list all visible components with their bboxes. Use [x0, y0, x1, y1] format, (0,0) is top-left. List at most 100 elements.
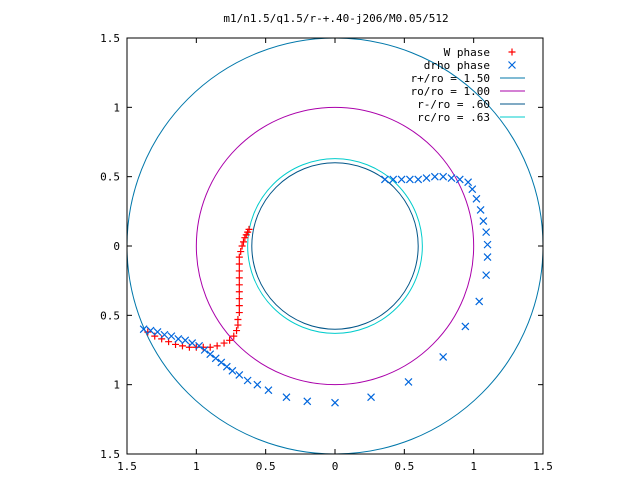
- cross-point-0: [139, 325, 148, 334]
- cross-point-30: [482, 228, 491, 237]
- cross-point-15: [235, 371, 244, 379]
- plus-point-25: [192, 343, 200, 351]
- y-tick-label: 0: [113, 240, 120, 253]
- plus-point-10: [235, 274, 243, 282]
- x-tick-label: 0: [332, 460, 339, 473]
- cross-point-39: [430, 172, 439, 181]
- plus-point-12: [235, 288, 243, 296]
- axis-ticks: 1.5 1 0.5 0 0.5 1 1.51.510.500.511.5: [100, 32, 553, 473]
- cross-point-16: [243, 376, 252, 385]
- legend-marker-cross: [508, 61, 516, 69]
- plus-point-26: [185, 343, 193, 351]
- plus-point-13: [235, 295, 243, 303]
- chart-title: m1/n1.5/q1.5/r-+.40-j206/M0.05/512: [223, 12, 448, 25]
- cross-point-31: [479, 217, 488, 225]
- y-tick-label: 0.5: [100, 309, 120, 322]
- plus-point-21: [220, 339, 228, 347]
- plus-point-11: [235, 281, 243, 289]
- legend-marker-plus: [508, 48, 516, 56]
- cross-point-9: [200, 346, 209, 354]
- plus-point-4: [239, 238, 247, 246]
- cross-point-29: [483, 240, 492, 249]
- x-tick-label: 1.5: [533, 460, 553, 473]
- x-tick-label: 0.5: [394, 460, 414, 473]
- cross-point-23: [404, 377, 413, 386]
- x-tick-label: 1: [470, 460, 477, 473]
- cross-point-26: [475, 297, 484, 306]
- cross-point-21: [331, 398, 339, 407]
- cross-point-3: [160, 330, 169, 339]
- series-cross: [139, 172, 492, 407]
- cross-point-25: [461, 322, 470, 331]
- circle-r-1: [195, 106, 475, 386]
- cross-point-18: [264, 386, 273, 395]
- cross-point-11: [211, 354, 220, 363]
- cross-point-24: [439, 353, 448, 361]
- cross-point-1: [146, 326, 155, 335]
- legend-label: ro/ro = 1.00: [411, 85, 490, 98]
- circle-r-0.6: [251, 162, 419, 330]
- cross-point-45: [380, 175, 389, 184]
- plus-point-19: [230, 332, 238, 340]
- cross-point-35: [464, 178, 473, 187]
- plus-point-8: [235, 260, 243, 268]
- plus-point-7: [235, 253, 243, 261]
- cross-point-13: [222, 362, 231, 371]
- y-tick-label: 1.5: [100, 32, 120, 45]
- plus-point-5: [238, 242, 246, 250]
- plus-point-18: [233, 327, 241, 335]
- cross-point-27: [482, 271, 491, 280]
- plus-point-17: [234, 321, 242, 329]
- cross-point-19: [282, 393, 291, 402]
- cross-point-20: [303, 397, 312, 406]
- x-tick-label: 0.5: [256, 460, 276, 473]
- cross-point-40: [422, 174, 431, 182]
- legend-label: r-/ro = .60: [417, 98, 490, 111]
- plus-point-3: [241, 234, 249, 242]
- cross-point-5: [174, 334, 183, 343]
- cross-point-41: [414, 175, 423, 184]
- y-tick-label: 1.5: [100, 448, 120, 461]
- plus-point-6: [237, 248, 245, 256]
- y-tick-label: 1: [113, 101, 120, 114]
- cross-point-38: [439, 172, 448, 181]
- y-tick-label: 0.5: [100, 171, 120, 184]
- plus-point-22: [213, 342, 221, 350]
- plus-point-31: [151, 332, 159, 340]
- circle-r-0.63: [247, 158, 423, 334]
- cross-point-37: [447, 174, 456, 182]
- data-points: [139, 172, 492, 407]
- legend-label: r+/ro = 1.50: [411, 72, 490, 85]
- cross-point-42: [405, 175, 414, 184]
- x-tick-label: 1: [193, 460, 200, 473]
- legend-label: drho phase: [424, 59, 490, 72]
- plus-point-15: [235, 309, 243, 317]
- cross-point-6: [181, 336, 190, 345]
- legend-label: W phase: [444, 46, 490, 59]
- legend-label: rc/ro = .63: [417, 111, 490, 124]
- cross-point-34: [468, 185, 477, 194]
- series-plus: [144, 225, 253, 351]
- plus-point-30: [158, 335, 166, 343]
- cross-point-2: [153, 328, 162, 336]
- y-tick-label: 1: [113, 379, 120, 392]
- plus-point-20: [226, 336, 234, 344]
- plus-point-9: [235, 267, 243, 275]
- cross-point-22: [367, 393, 375, 402]
- cross-point-36: [455, 175, 464, 184]
- cross-point-8: [195, 341, 204, 350]
- x-tick-label: 1.5: [117, 460, 137, 473]
- cross-point-28: [483, 253, 492, 262]
- cross-point-7: [188, 339, 197, 347]
- cross-point-33: [472, 194, 481, 203]
- cross-point-43: [397, 175, 406, 184]
- cross-point-32: [476, 206, 485, 214]
- plus-point-32: [144, 328, 152, 336]
- plus-point-14: [235, 302, 243, 310]
- cross-point-44: [389, 175, 398, 184]
- cross-point-4: [167, 332, 176, 341]
- cross-point-10: [206, 350, 215, 359]
- cross-point-12: [217, 358, 226, 367]
